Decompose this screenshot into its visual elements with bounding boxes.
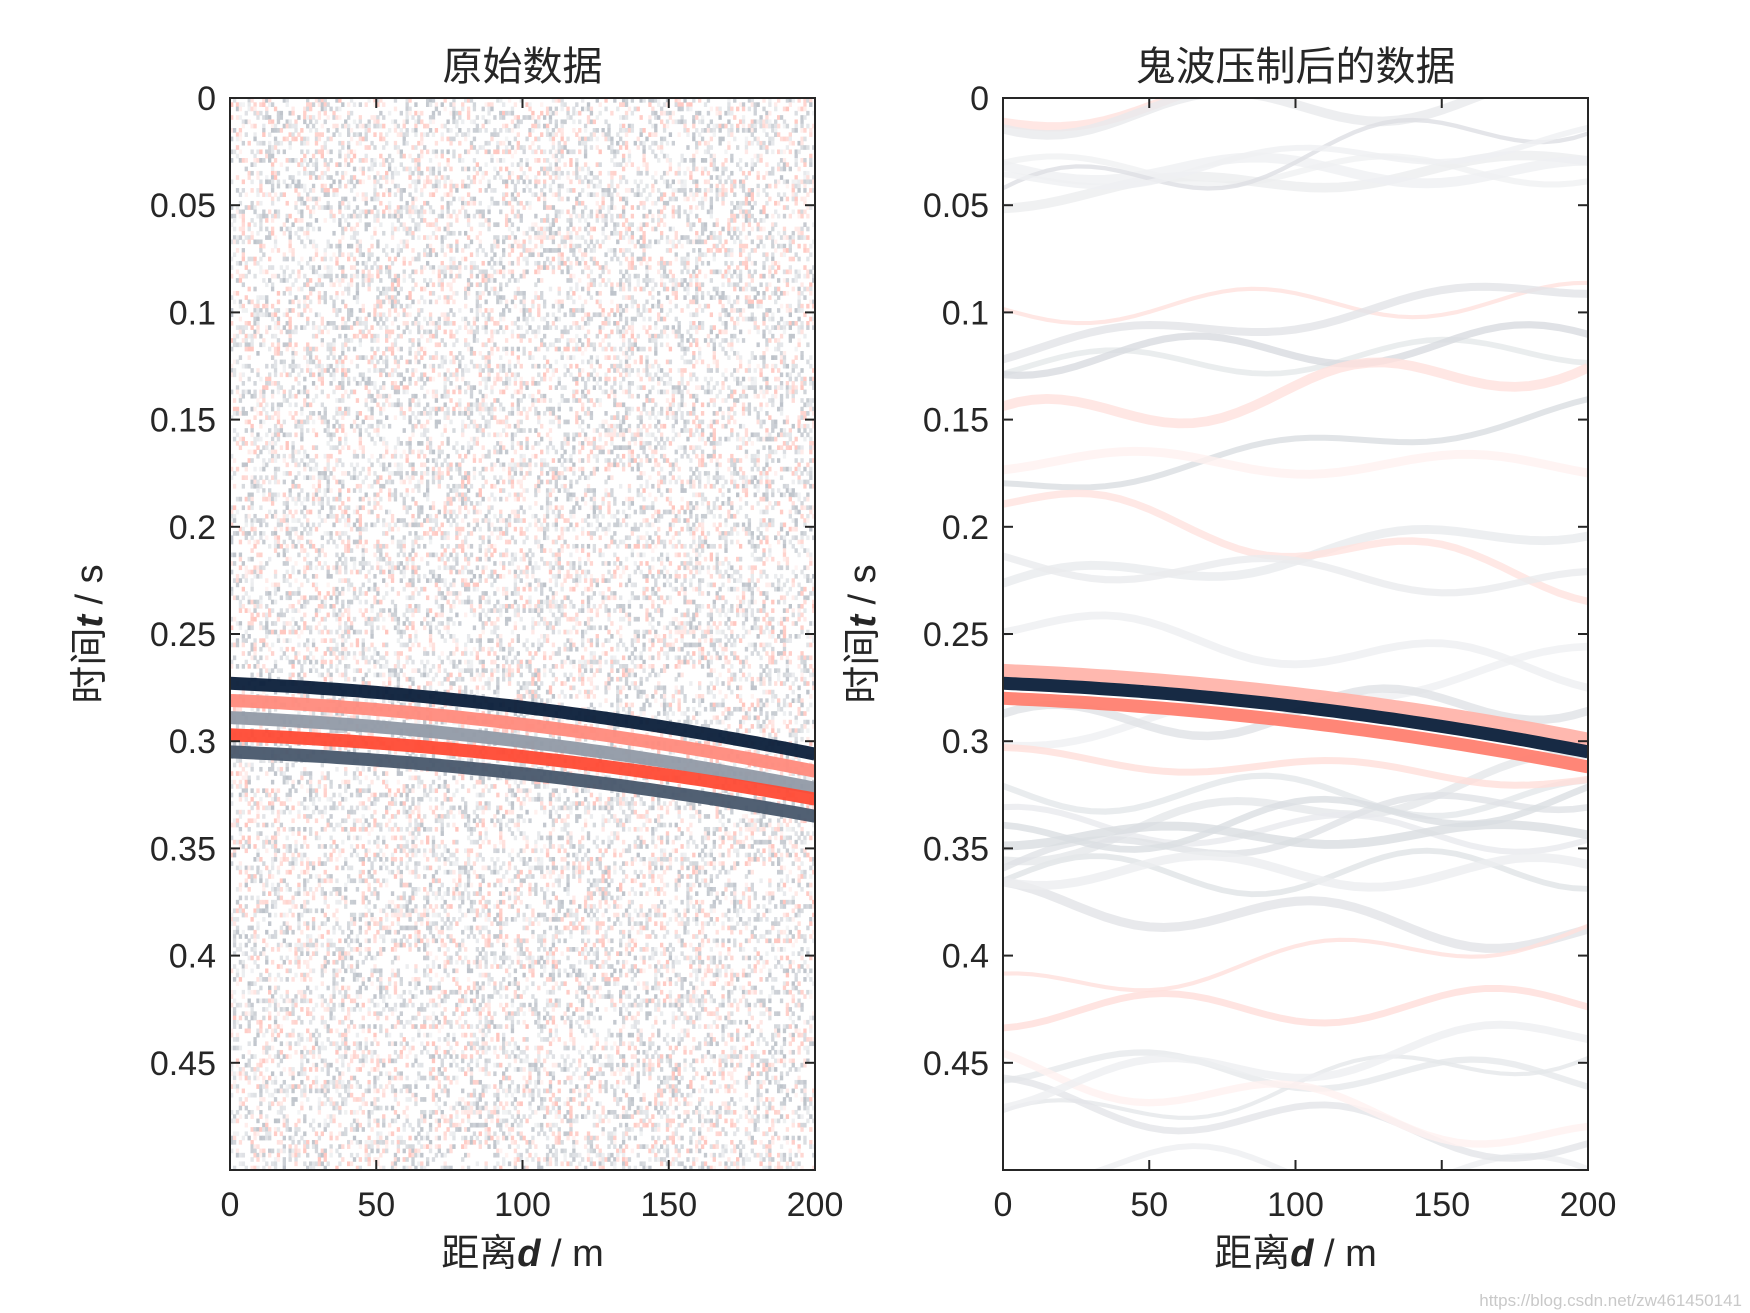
y-tick-label: 0.35 [923, 830, 989, 868]
seismic-image-1 [1003, 98, 1588, 1170]
x-axis-label: 距离d / m [441, 1233, 604, 1275]
y-tick-label: 0.05 [150, 187, 216, 225]
y-tick-label: 0.4 [942, 938, 989, 976]
y-tick-label: 0.2 [169, 509, 216, 547]
reflection-event-0-3 [230, 728, 815, 806]
y-axis-label: 时间t / s [69, 564, 111, 703]
reflection-event-1-2 [1003, 691, 1588, 774]
y-axis-label: 时间t / s [842, 564, 884, 703]
chart-title: 原始数据 [443, 44, 603, 90]
chart-title: 鬼波压制后的数据 [1136, 44, 1456, 90]
y-tick-label: 0.1 [169, 294, 216, 332]
y-tick-label: 0.1 [942, 294, 989, 332]
y-tick-label: 0.25 [923, 616, 989, 654]
y-tick-label: 0.25 [150, 616, 216, 654]
x-axis-label: 距离d / m [1214, 1233, 1377, 1275]
reflection-event-1-0 [1003, 663, 1588, 746]
left-panel-original-data: 0 50 100 150 200 0 0.05 0.1 0.15 0.2 0.25 0.3 0.35 0.… [69, 44, 843, 1275]
x-tick-label: 150 [1413, 1186, 1470, 1224]
y-tick-label: 0 [970, 80, 989, 118]
y-tick-label: 0.45 [150, 1045, 216, 1083]
reflection-event-1-1 [1003, 676, 1588, 759]
watermark: https://blog.csdn.net/zw461450141 [1479, 1291, 1742, 1310]
y-tick-label: 0.4 [169, 938, 216, 976]
y-tick-label: 0.35 [150, 830, 216, 868]
x-tick-label: 100 [1267, 1186, 1324, 1224]
x-tick-label: 200 [1560, 1186, 1617, 1224]
reflection-event-0-4 [230, 745, 815, 823]
x-tick-label: 0 [221, 1186, 240, 1224]
y-tick-label: 0.15 [923, 402, 989, 440]
reflection-event-0-1 [230, 694, 815, 778]
y-tick-label: 0.45 [923, 1045, 989, 1083]
reflection-event-0-2 [230, 711, 815, 795]
x-tick-label: 0 [994, 1186, 1013, 1224]
reflection-event-0-0 [230, 676, 815, 761]
x-tick-label: 50 [1130, 1186, 1168, 1224]
y-tick-label: 0.3 [169, 723, 216, 761]
y-tick-label: 0.3 [942, 723, 989, 761]
y-tick-label: 0.15 [150, 402, 216, 440]
x-tick-label: 100 [494, 1186, 551, 1224]
x-tick-label: 200 [787, 1186, 844, 1224]
right-panel-ghost-suppressed-data: 0 50 100 150 200 0 0.05 0.1 0.15 0.2 0.25 0.3 0.35 0.… [842, 44, 1617, 1275]
y-tick-label: 0.05 [923, 187, 989, 225]
x-tick-label: 150 [640, 1186, 697, 1224]
y-tick-label: 0 [197, 80, 216, 118]
seismic-image-0 [230, 98, 815, 1170]
y-tick-label: 0.2 [942, 509, 989, 547]
x-tick-label: 50 [357, 1186, 395, 1224]
